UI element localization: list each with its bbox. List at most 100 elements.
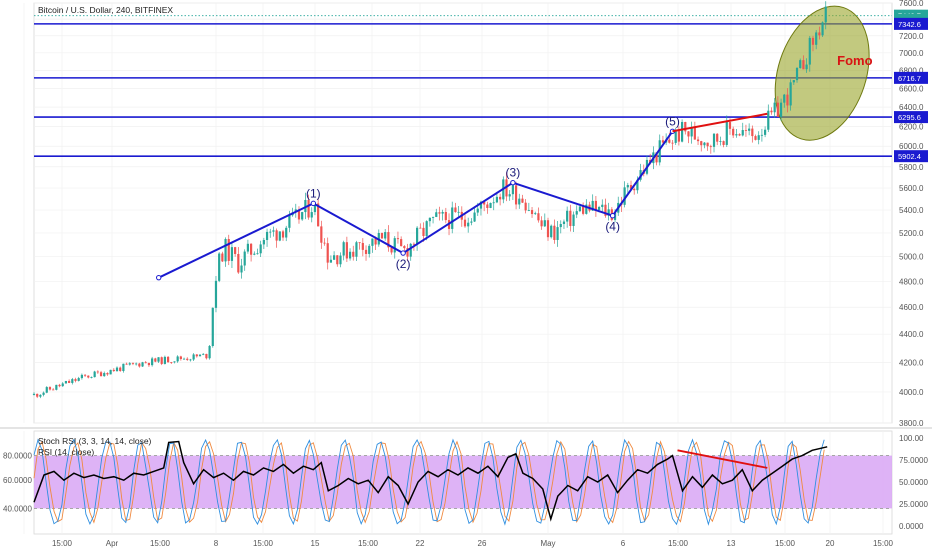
time-tick-label: 6 <box>621 539 626 548</box>
osc-right-tick: 75.0000 <box>899 456 928 465</box>
candle-body <box>55 384 58 390</box>
candle-body <box>428 217 431 222</box>
time-tick-label: 20 <box>826 539 835 548</box>
candle-body <box>368 245 371 254</box>
candle-body <box>805 64 808 70</box>
time-tick-label: 8 <box>214 539 219 548</box>
osc-right-tick: 50.0000 <box>899 478 928 487</box>
candle-body <box>556 227 559 240</box>
candle-body <box>562 221 566 224</box>
price-tag <box>894 111 928 124</box>
candle-body <box>61 383 64 387</box>
candle-body <box>543 220 546 227</box>
candle-body <box>125 363 128 365</box>
price-tick-label: 5200.0 <box>899 229 924 238</box>
candle-body <box>80 374 83 379</box>
candle-body <box>342 242 345 256</box>
candles <box>32 1 827 399</box>
candle-body <box>96 371 99 373</box>
candle-body <box>435 212 438 217</box>
candle-body <box>674 131 677 143</box>
candle-body <box>712 133 716 147</box>
price-tick-label: 5600.0 <box>899 184 924 193</box>
price-tick-label: 7200.0 <box>899 32 924 41</box>
candle-body <box>352 251 355 257</box>
rsi-label: RSI (14, close) <box>38 447 95 457</box>
candle-body <box>400 239 403 247</box>
candle-body <box>313 203 317 213</box>
wave-segment <box>611 130 674 217</box>
candle-body <box>214 280 218 308</box>
candle-body <box>594 200 597 210</box>
candle-body <box>189 359 192 361</box>
candle-body <box>249 243 253 255</box>
candle-body <box>135 363 138 365</box>
time-tick-label: Apr <box>106 539 119 548</box>
candle-body <box>151 358 154 366</box>
candle-body <box>192 354 195 360</box>
osc-right-tick: 25.0000 <box>899 500 928 509</box>
time-tick-label: 15:00 <box>668 539 689 548</box>
candle-body <box>195 354 198 357</box>
osc-right-tick: 0.0000 <box>899 522 924 531</box>
candle-body <box>601 204 604 208</box>
price-tick-label: 4000.0 <box>899 388 924 397</box>
candle-body <box>457 211 460 213</box>
candle-body <box>147 362 151 366</box>
candle-body <box>744 130 748 131</box>
candle-body <box>208 345 211 359</box>
candle-body <box>489 203 492 208</box>
candle-body <box>684 121 687 132</box>
candle-body <box>473 212 476 222</box>
candle-body <box>272 230 275 232</box>
candle-body <box>42 392 45 395</box>
price-tag <box>894 17 928 30</box>
candle-body <box>380 233 384 239</box>
price-tag <box>894 71 928 84</box>
candle-body <box>390 247 393 253</box>
candle-body <box>333 255 336 260</box>
candle-body <box>52 389 55 391</box>
candle-body <box>320 226 323 243</box>
candle-body <box>431 216 435 218</box>
price-tick-label: 6600.0 <box>899 84 924 93</box>
stoch-d-line <box>33 440 825 524</box>
candle-body <box>154 358 157 362</box>
candle-body <box>492 202 495 204</box>
candle-body <box>815 32 818 45</box>
candle-body <box>518 198 521 205</box>
candle-body <box>748 128 751 131</box>
candle-body <box>179 356 182 360</box>
candle-body <box>218 253 221 281</box>
candle-body <box>706 142 709 147</box>
fomo-annotation: Fomo <box>837 53 872 68</box>
price-tick-label: 5000.0 <box>899 253 924 262</box>
candle-body <box>767 110 770 130</box>
candle-body <box>789 82 792 106</box>
candle-body <box>732 128 735 136</box>
stoch-label: Stoch RSI (3, 3, 14, 14, close) <box>38 436 152 446</box>
candle-body <box>227 239 230 261</box>
candle-body <box>412 243 416 245</box>
candle-body <box>336 255 339 265</box>
candle-body <box>361 242 364 250</box>
candle-body <box>269 231 272 233</box>
price-tag-label: 7342.6 <box>898 20 921 29</box>
candle-body <box>71 379 74 383</box>
candle-body <box>795 68 799 81</box>
candle-body <box>470 221 473 223</box>
candle-body <box>170 362 173 364</box>
candle-body <box>629 185 633 189</box>
candle-body <box>546 220 550 238</box>
candle-body <box>307 199 310 218</box>
candle-body <box>700 141 703 146</box>
candle-body <box>384 232 387 239</box>
candle-body <box>511 185 514 195</box>
time-tick-label: 15:00 <box>52 539 73 548</box>
candle-body <box>304 199 307 213</box>
candle-body <box>259 244 262 254</box>
candle-body <box>454 207 457 213</box>
candle-body <box>591 200 594 211</box>
price-tick-label: 4200.0 <box>899 358 924 367</box>
